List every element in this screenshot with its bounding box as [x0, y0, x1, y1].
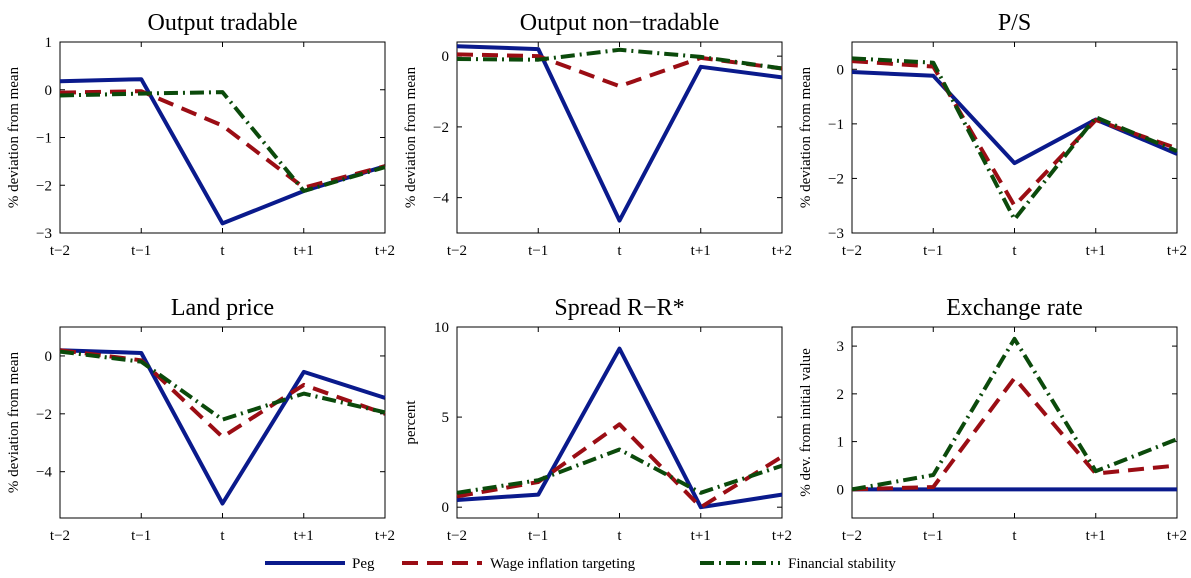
x-tick-label: t+1	[691, 528, 711, 544]
y-tick-label: −2	[36, 407, 52, 423]
y-tick-label: −4	[433, 191, 449, 207]
y-axis-label: % deviation from mean	[403, 66, 419, 208]
x-tick-label: t	[617, 528, 622, 544]
chart-title: Output tradable	[148, 10, 298, 36]
series-line-peg	[851, 70, 1178, 166]
plot-frame	[851, 41, 1178, 234]
series-line-financial-stability	[59, 90, 386, 193]
chart-title: Spread R−R*	[554, 295, 684, 321]
y-tick-label: 0	[45, 349, 53, 365]
y-tick-label: 1	[837, 435, 845, 451]
series-line-financial-stability	[456, 47, 783, 71]
x-tick-label: t+1	[1086, 243, 1106, 259]
x-tick-label: t+2	[375, 243, 395, 259]
legend: Peg Wage inflation targeting Financial sta…	[265, 556, 896, 572]
series-line-peg	[59, 77, 386, 226]
y-axis-label: % deviation from mean	[798, 66, 814, 208]
chart-title: Output non−tradable	[520, 10, 720, 36]
x-tick-label: t	[220, 528, 225, 544]
chart-panel-output-tradable: Output tradable % deviation from mean 1 0 −1…	[6, 10, 395, 259]
x-tick-label: t−2	[50, 243, 70, 259]
legend-label-peg: Peg	[352, 556, 375, 572]
plot-frame	[59, 326, 386, 519]
y-tick-label: 0	[442, 49, 450, 65]
series-line-wage-inflation-targeting	[851, 376, 1178, 492]
chart-panel-output-non-tradable: Output non−tradable % deviation from mean…	[403, 10, 792, 259]
y-tick-label: −3	[36, 226, 52, 242]
y-tick-label: 0	[837, 482, 845, 498]
x-tick-label: t	[617, 243, 622, 259]
y-axis-label: percent	[403, 400, 419, 445]
x-tick-label: t+2	[1167, 243, 1187, 259]
y-tick-label: −2	[433, 120, 449, 136]
chart-panel-spread-r-r: Spread R−R* percent 10 5 0 t−2 t−1 t t+1 t+2	[403, 295, 792, 544]
x-tick-label: t+2	[375, 528, 395, 544]
chart-panel-land-price: Land price % deviation from mean 0 −2 −4 t−2 t…	[6, 295, 395, 544]
chart-title: Land price	[171, 295, 274, 321]
y-tick-label: 10	[434, 320, 449, 336]
x-tick-label: t−1	[923, 528, 943, 544]
y-tick-label: −2	[36, 178, 52, 194]
y-tick-label: 0	[45, 83, 53, 99]
series-line-financial-stability	[851, 56, 1178, 222]
x-tick-label: t−2	[447, 243, 467, 259]
legend-label-wage-inflation-targeting: Wage inflation targeting	[490, 556, 636, 572]
y-tick-label: −1	[828, 117, 844, 133]
plot-frame	[59, 41, 386, 234]
x-tick-label: t−1	[528, 243, 548, 259]
x-tick-label: t+1	[294, 243, 314, 259]
x-tick-label: t−2	[447, 528, 467, 544]
chart-title: P/S	[998, 10, 1031, 36]
series-line-peg	[59, 348, 386, 506]
y-tick-label: 1	[45, 35, 53, 51]
series-line-financial-stability	[851, 336, 1178, 492]
y-tick-label: 0	[837, 62, 845, 78]
x-tick-label: t−1	[131, 243, 151, 259]
x-tick-label: t−2	[50, 528, 70, 544]
y-tick-label: 5	[442, 410, 450, 426]
series-line-wage-inflation-targeting	[59, 348, 386, 439]
y-axis-label: % deviation from mean	[6, 66, 22, 208]
y-tick-label: −1	[36, 131, 52, 147]
y-tick-label: 0	[442, 500, 450, 516]
x-tick-label: t−1	[923, 243, 943, 259]
y-tick-label: −4	[36, 465, 52, 481]
x-tick-label: t+1	[294, 528, 314, 544]
series-line-financial-stability	[59, 349, 386, 422]
x-tick-label: t−1	[528, 528, 548, 544]
x-tick-label: t+2	[772, 528, 792, 544]
x-tick-label: t+2	[772, 243, 792, 259]
x-tick-label: t+1	[691, 243, 711, 259]
y-tick-label: 3	[837, 339, 845, 355]
series-line-peg	[456, 346, 783, 510]
y-tick-label: −2	[828, 171, 844, 187]
series-line-wage-inflation-targeting	[456, 422, 784, 510]
x-tick-label: t+2	[1167, 528, 1187, 544]
x-tick-label: t	[220, 243, 225, 259]
y-tick-label: −3	[828, 226, 844, 242]
legend-label-financial-stability: Financial stability	[788, 556, 896, 572]
y-axis-label: % deviation from mean	[6, 351, 22, 493]
x-tick-label: t−1	[131, 528, 151, 544]
x-tick-label: t	[1012, 243, 1017, 259]
chart-panel-exchange-rate: Exchange rate % dev. from initial value 3 2…	[798, 295, 1187, 544]
x-tick-label: t	[1012, 528, 1017, 544]
y-axis-label: % dev. from initial value	[798, 348, 814, 497]
x-tick-label: t−2	[842, 528, 862, 544]
x-tick-label: t+1	[1086, 528, 1106, 544]
series-line-peg	[456, 44, 783, 223]
y-tick-label: 2	[837, 387, 845, 403]
series-line-wage-inflation-targeting	[59, 89, 386, 190]
chart-panel-p-s: P/S % deviation from mean 0 −1 −2 −3t−2 t−1 t t+…	[798, 10, 1187, 259]
chart-title: Exchange rate	[946, 295, 1083, 321]
series-line-financial-stability	[456, 447, 783, 495]
x-tick-label: t−2	[842, 243, 862, 259]
